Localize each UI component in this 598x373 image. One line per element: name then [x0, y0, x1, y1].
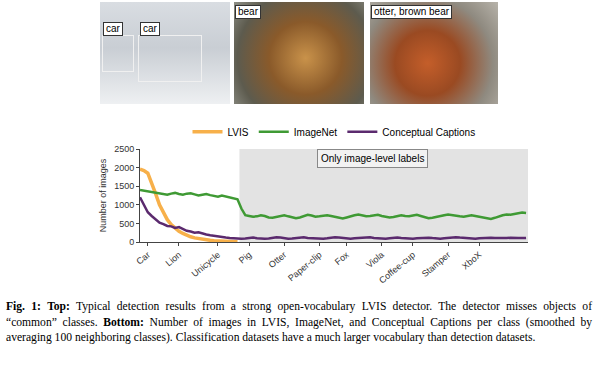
svg-text:Paper-clip: Paper-clip	[286, 250, 323, 284]
html-text:otter, brown bear: otter, brown bear	[374, 6, 449, 17]
svg-text:Car: Car	[134, 250, 152, 267]
svg-text:0: 0	[129, 237, 134, 247]
svg-text:Number of images: Number of images	[98, 158, 108, 232]
svg-text:XboX: XboX	[460, 250, 483, 272]
svg-text:Pig: Pig	[237, 250, 253, 266]
svg-text:1500: 1500	[114, 181, 134, 191]
svg-text:ImageNet: ImageNet	[294, 127, 338, 138]
svg-text:1000: 1000	[114, 200, 134, 210]
svg-text:Only image-level labels: Only image-level labels	[321, 153, 424, 164]
svg-text:LVIS: LVIS	[228, 127, 249, 138]
html-text:bear: bear	[238, 6, 258, 17]
svg-text:Coffee-cup: Coffee-cup	[377, 250, 417, 286]
svg-text:Conceptual Captions: Conceptual Captions	[382, 127, 475, 138]
svg-text:Viola: Viola	[364, 250, 386, 270]
html-text:car: car	[143, 23, 157, 34]
html-text:Fig. 1:: Fig. 1:	[6, 300, 41, 313]
svg-text:500: 500	[119, 219, 134, 229]
html-text:car: car	[106, 23, 120, 34]
html-text:Top: Typical detection results: Top: Typical detection results from a st…	[6, 300, 592, 344]
svg-text:Stamper: Stamper	[420, 250, 452, 280]
svg-text:Fox: Fox	[333, 249, 351, 267]
svg-text:Unicycle: Unicycle	[190, 250, 222, 280]
svg-text:Lion: Lion	[164, 250, 183, 269]
svg-text:2000: 2000	[114, 163, 134, 173]
svg-text:Otter: Otter	[267, 250, 289, 271]
svg-text:2500: 2500	[114, 144, 134, 154]
